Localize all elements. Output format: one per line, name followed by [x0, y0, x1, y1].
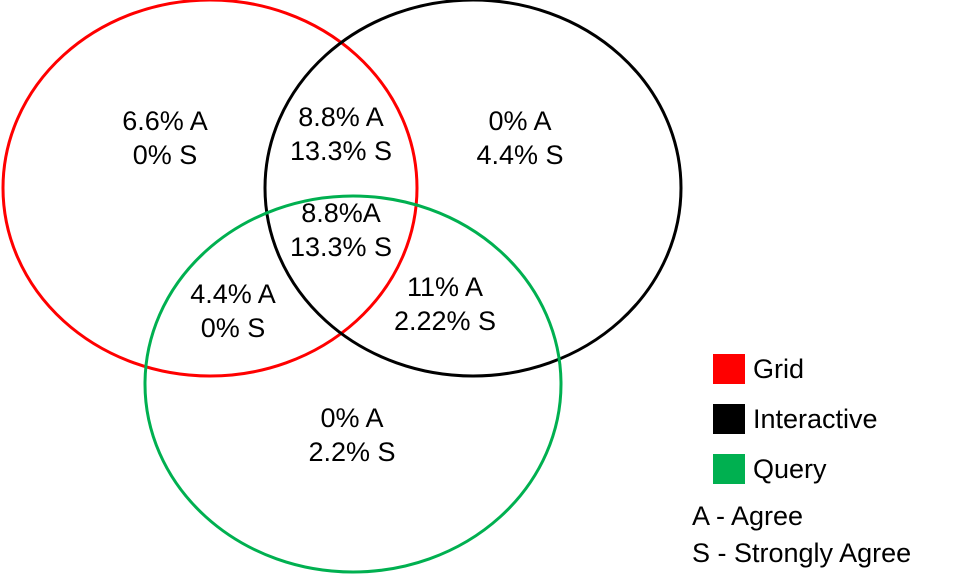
- legend-item-query: Query: [713, 444, 878, 494]
- region-interactive-only: 0% A 4.4% S: [445, 104, 595, 172]
- legend-item-grid: Grid: [713, 344, 878, 394]
- region-interactive-only-agree: 0% A: [488, 106, 552, 136]
- region-interactive-query-strongly: 2.22% S: [393, 306, 497, 336]
- legend-label-interactive: Interactive: [753, 404, 878, 434]
- abbreviation-key: A - Agree S - Strongly Agree: [692, 498, 911, 572]
- region-all-three: 8.8%A 13.3% S: [266, 196, 416, 264]
- legend-swatch-interactive: [713, 404, 745, 434]
- region-grid-query-strongly: 0% S: [200, 313, 266, 343]
- region-grid-query-agree: 4.4% A: [190, 279, 276, 309]
- query-circle: [143, 194, 563, 574]
- region-grid-only-strongly: 0% S: [132, 140, 198, 170]
- legend-item-interactive: Interactive: [713, 394, 878, 444]
- region-all-three-agree: 8.8%A: [301, 198, 381, 228]
- region-grid-interactive-strongly: 13.3% S: [289, 136, 393, 166]
- grid-circle: [1, 0, 419, 378]
- region-interactive-only-strongly: 4.4% S: [476, 140, 564, 170]
- region-grid-only: 6.6% A 0% S: [90, 104, 240, 172]
- key-agree: A - Agree: [692, 501, 804, 531]
- legend-swatch-query: [713, 454, 745, 484]
- key-strongly-agree: S - Strongly Agree: [692, 538, 912, 568]
- region-grid-only-agree: 6.6% A: [122, 106, 208, 136]
- region-query-only: 0% A 2.2% S: [277, 401, 427, 469]
- region-grid-query: 4.4% A 0% S: [158, 277, 308, 345]
- region-all-three-strongly: 13.3% S: [289, 232, 393, 262]
- region-query-only-strongly: 2.2% S: [308, 437, 396, 467]
- legend-swatch-grid: [713, 354, 745, 384]
- region-grid-interactive-agree: 8.8% A: [298, 102, 384, 132]
- interactive-circle: [263, 0, 683, 378]
- legend-label-grid: Grid: [753, 354, 805, 384]
- region-interactive-query: 11% A 2.22% S: [370, 270, 520, 338]
- legend: Grid Interactive Query: [713, 344, 878, 494]
- region-query-only-agree: 0% A: [320, 403, 384, 433]
- region-interactive-query-agree: 11% A: [406, 272, 484, 302]
- legend-label-query: Query: [753, 454, 827, 484]
- region-grid-interactive: 8.8% A 13.3% S: [266, 100, 416, 168]
